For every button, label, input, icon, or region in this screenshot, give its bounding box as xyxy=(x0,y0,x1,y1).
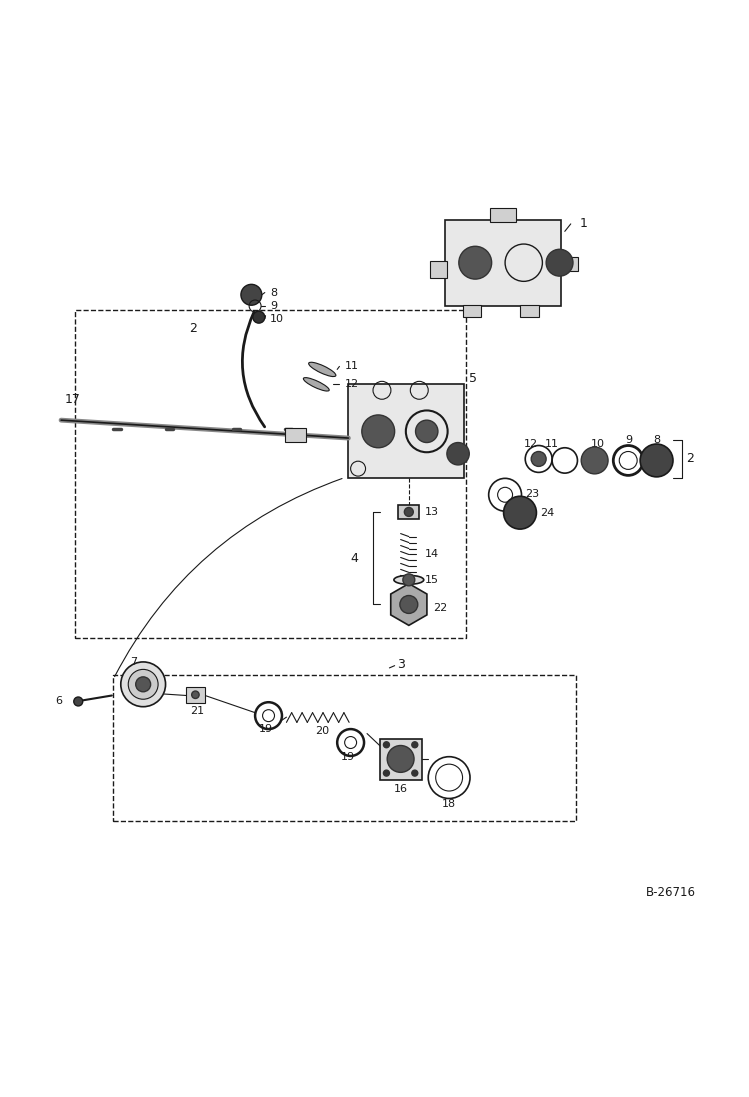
Text: 4: 4 xyxy=(351,552,359,565)
Circle shape xyxy=(383,742,389,748)
Ellipse shape xyxy=(394,575,424,585)
Circle shape xyxy=(447,442,470,465)
Text: 22: 22 xyxy=(433,603,447,613)
Bar xyxy=(187,687,205,703)
Text: 16: 16 xyxy=(394,783,407,794)
Circle shape xyxy=(387,746,414,772)
Text: 8: 8 xyxy=(654,436,661,445)
Text: 6: 6 xyxy=(55,697,63,706)
Bar xyxy=(446,220,561,306)
Bar xyxy=(520,305,539,317)
Text: 18: 18 xyxy=(442,799,456,808)
Circle shape xyxy=(362,415,395,448)
Text: 17: 17 xyxy=(65,393,81,406)
Text: 14: 14 xyxy=(425,550,440,559)
Bar xyxy=(74,309,467,638)
Text: 2: 2 xyxy=(189,321,197,335)
Text: 11: 11 xyxy=(345,361,359,372)
Ellipse shape xyxy=(303,377,330,391)
Bar xyxy=(113,676,576,821)
Text: 9: 9 xyxy=(625,436,632,445)
Text: 1: 1 xyxy=(580,217,587,230)
Circle shape xyxy=(383,770,389,776)
Text: 10: 10 xyxy=(270,314,284,324)
Text: 13: 13 xyxy=(425,507,439,517)
Text: 7: 7 xyxy=(130,657,137,667)
Text: 11: 11 xyxy=(545,439,559,449)
Circle shape xyxy=(503,496,536,529)
Circle shape xyxy=(412,742,418,748)
Bar xyxy=(380,738,422,780)
Circle shape xyxy=(192,691,199,699)
Text: 19: 19 xyxy=(259,724,273,734)
Bar xyxy=(431,261,447,278)
Ellipse shape xyxy=(121,661,166,706)
Text: 8: 8 xyxy=(270,287,277,297)
Text: 2: 2 xyxy=(686,452,694,465)
Circle shape xyxy=(581,446,608,474)
Circle shape xyxy=(459,247,491,279)
Text: 12: 12 xyxy=(345,380,359,389)
Text: 3: 3 xyxy=(397,658,404,670)
Circle shape xyxy=(416,420,438,442)
Text: 20: 20 xyxy=(315,726,330,736)
Text: 9: 9 xyxy=(270,301,277,310)
Circle shape xyxy=(253,312,265,324)
Text: 10: 10 xyxy=(591,439,605,449)
Bar xyxy=(560,258,578,271)
Text: 24: 24 xyxy=(540,508,554,518)
Bar xyxy=(285,428,306,442)
Text: B-26716: B-26716 xyxy=(646,886,695,900)
Circle shape xyxy=(404,508,413,517)
Circle shape xyxy=(546,249,573,276)
Bar xyxy=(490,208,516,222)
Text: 23: 23 xyxy=(525,489,539,499)
Text: 12: 12 xyxy=(524,439,538,449)
Circle shape xyxy=(241,284,262,305)
Circle shape xyxy=(400,596,418,613)
Text: 15: 15 xyxy=(425,575,439,585)
Text: 19: 19 xyxy=(342,753,356,762)
Bar xyxy=(398,506,419,519)
Bar xyxy=(463,305,481,317)
Ellipse shape xyxy=(128,669,158,699)
Circle shape xyxy=(73,697,82,706)
Ellipse shape xyxy=(309,362,336,376)
Circle shape xyxy=(412,770,418,776)
Text: 21: 21 xyxy=(189,706,204,716)
Circle shape xyxy=(403,574,415,586)
Text: 5: 5 xyxy=(470,372,477,385)
Circle shape xyxy=(640,444,673,477)
Circle shape xyxy=(136,677,151,692)
Circle shape xyxy=(531,452,546,466)
Bar xyxy=(348,384,464,477)
